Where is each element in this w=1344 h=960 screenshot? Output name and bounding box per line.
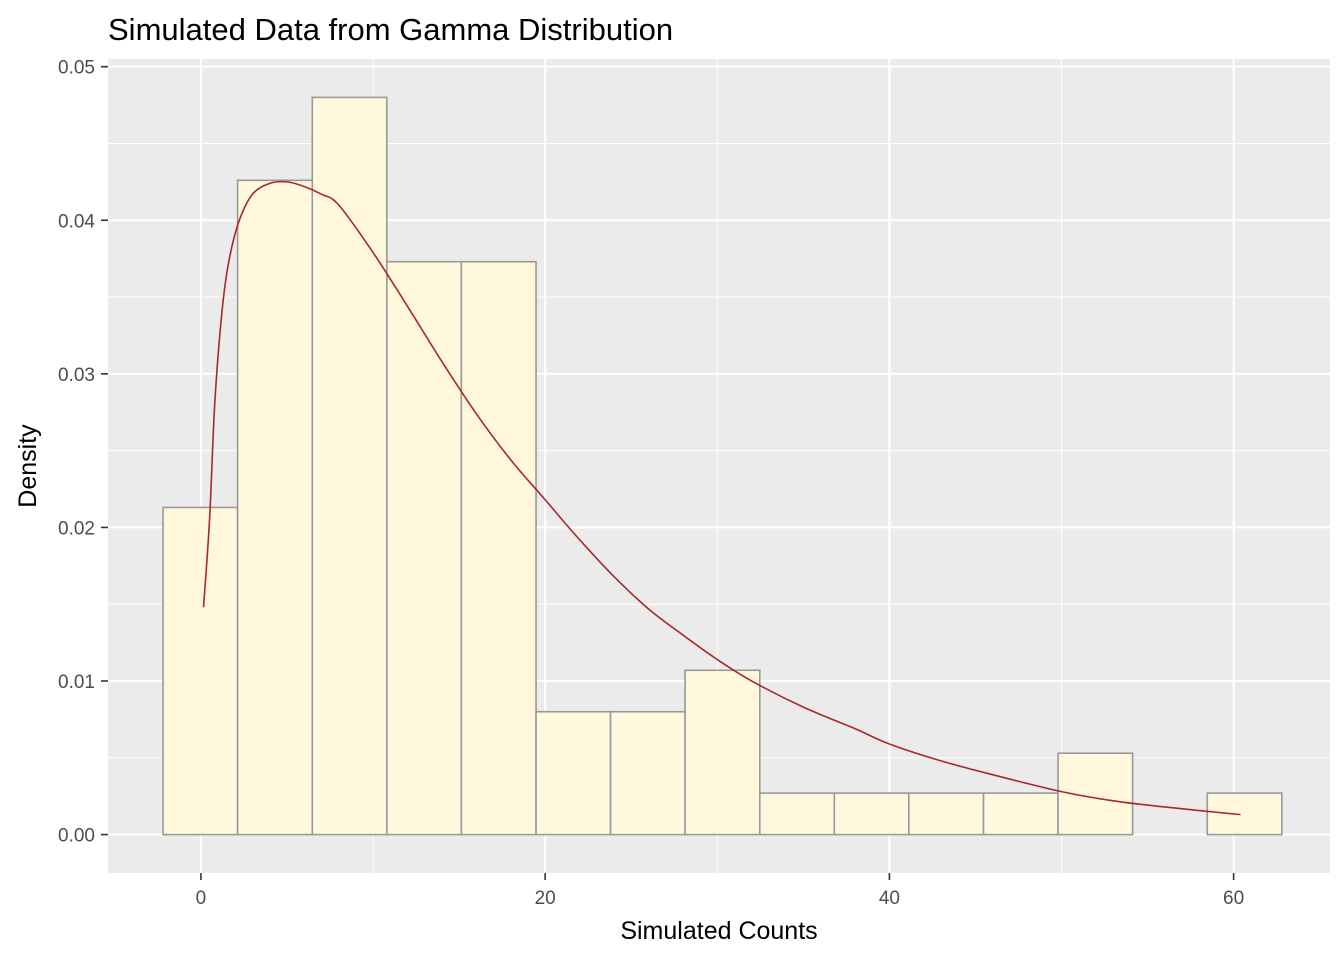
histogram-bar [236, 179, 314, 836]
density-curve [202, 180, 1241, 816]
x-tick-label: 0 [196, 888, 207, 909]
y-tick-label: 0.00 [58, 826, 95, 847]
histogram-bar [758, 792, 836, 836]
histogram-bar [1206, 792, 1283, 836]
histogram-bar [833, 792, 910, 836]
y-tick-label: 0.02 [58, 518, 95, 539]
y-tick-label: 0.01 [58, 672, 95, 693]
histogram-bar [311, 96, 388, 836]
y-tick-label: 0.03 [58, 365, 95, 386]
x-axis: 0 20 40 60 [196, 873, 1244, 909]
x-tick-label: 60 [1223, 888, 1244, 909]
y-tick-label: 0.05 [58, 58, 95, 79]
histogram-bar [460, 260, 537, 836]
y-axis: 0.00 0.01 0.02 0.03 0.04 0.05 [58, 58, 108, 847]
y-axis-title: Density [14, 424, 42, 508]
histogram-bar [535, 710, 612, 836]
histogram-bar [162, 506, 239, 836]
x-tick-label: 20 [535, 888, 556, 909]
histogram-bar [908, 792, 985, 836]
histogram-bar [684, 669, 761, 836]
y-tick-label: 0.04 [58, 211, 95, 232]
x-tick-label: 40 [879, 888, 900, 909]
x-axis-title: Simulated Counts [620, 917, 817, 945]
histogram-bars [162, 96, 1283, 836]
histogram-bar [609, 710, 686, 836]
histogram-bar [982, 792, 1059, 836]
histogram-bar [386, 260, 463, 836]
chart-title: Simulated Data from Gamma Distribution [108, 12, 673, 47]
